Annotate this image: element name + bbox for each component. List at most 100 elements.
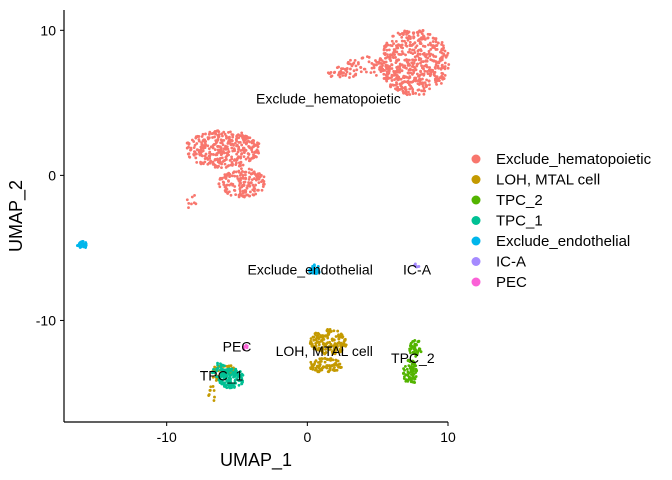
data-point xyxy=(400,35,404,39)
data-point xyxy=(333,70,337,74)
data-point xyxy=(233,381,237,385)
data-point xyxy=(388,54,392,58)
data-point xyxy=(355,68,359,72)
data-point xyxy=(423,89,427,93)
data-point xyxy=(331,358,335,362)
data-point xyxy=(228,183,231,187)
data-point xyxy=(434,66,437,70)
data-point xyxy=(349,67,352,71)
data-point xyxy=(406,38,410,42)
data-point xyxy=(344,73,348,76)
data-point xyxy=(334,335,338,338)
data-point xyxy=(220,150,224,154)
data-point xyxy=(194,135,198,139)
data-point xyxy=(208,151,211,155)
data-point xyxy=(242,155,246,159)
data-point xyxy=(232,170,236,174)
data-point xyxy=(321,365,325,369)
data-point xyxy=(341,74,345,77)
data-point xyxy=(443,61,447,65)
data-point xyxy=(321,347,325,351)
data-point xyxy=(382,72,386,76)
data-point xyxy=(326,71,330,75)
data-point xyxy=(387,71,391,75)
legend-key xyxy=(471,154,481,164)
cluster-label: Exclude_endothelial xyxy=(247,262,372,278)
data-point xyxy=(248,190,252,194)
data-point xyxy=(390,39,394,43)
data-point xyxy=(202,162,205,166)
data-point xyxy=(204,140,208,143)
data-point xyxy=(216,138,220,142)
data-point xyxy=(225,190,229,194)
data-point xyxy=(220,132,224,136)
data-point xyxy=(220,177,224,181)
data-point xyxy=(227,372,230,376)
data-point xyxy=(339,365,343,369)
data-point xyxy=(359,65,362,69)
data-point xyxy=(411,48,414,52)
data-point xyxy=(349,58,352,62)
data-point xyxy=(410,61,414,65)
data-point xyxy=(335,359,339,363)
cluster-label: IC-A xyxy=(403,262,432,278)
data-point xyxy=(218,381,222,385)
data-point xyxy=(325,366,329,370)
data-point xyxy=(193,150,197,154)
data-point xyxy=(380,59,384,62)
data-point xyxy=(415,72,419,76)
data-point xyxy=(402,91,406,95)
data-point xyxy=(428,87,431,91)
data-point xyxy=(254,150,257,154)
data-point xyxy=(434,40,438,44)
data-point xyxy=(332,329,336,333)
data-point xyxy=(314,338,318,342)
data-point xyxy=(386,55,390,59)
data-point xyxy=(240,382,244,386)
data-point xyxy=(192,146,196,150)
data-point xyxy=(189,148,192,152)
data-point xyxy=(404,75,407,79)
data-point xyxy=(385,48,389,52)
data-point xyxy=(386,53,389,57)
data-point xyxy=(434,80,438,84)
data-point xyxy=(400,63,404,67)
data-point xyxy=(217,130,221,134)
data-point xyxy=(425,84,429,87)
data-point xyxy=(185,198,189,202)
data-point xyxy=(417,56,421,60)
data-point xyxy=(233,378,237,382)
legend-key xyxy=(471,236,481,246)
data-point xyxy=(395,50,399,54)
data-point xyxy=(413,263,417,267)
data-point xyxy=(226,381,230,385)
data-point xyxy=(202,138,206,142)
data-point xyxy=(232,143,235,147)
data-point xyxy=(324,334,328,337)
data-point xyxy=(226,164,230,168)
data-point xyxy=(224,375,228,379)
data-point xyxy=(383,52,387,55)
data-point xyxy=(227,179,230,183)
data-point xyxy=(241,195,245,198)
data-point xyxy=(396,68,399,72)
data-point xyxy=(422,51,426,55)
data-point xyxy=(398,64,402,68)
data-point xyxy=(332,349,336,352)
data-point xyxy=(408,349,412,353)
data-point xyxy=(419,30,423,34)
data-point xyxy=(233,374,236,378)
data-point xyxy=(427,49,431,53)
data-point xyxy=(360,56,364,60)
x-tick-label: 10 xyxy=(440,429,456,445)
data-point xyxy=(208,154,212,158)
data-point xyxy=(412,35,416,39)
data-point xyxy=(321,342,325,346)
data-point xyxy=(318,336,322,339)
data-point xyxy=(209,159,213,163)
data-point xyxy=(220,363,223,367)
data-point xyxy=(439,56,443,60)
data-point xyxy=(237,184,241,187)
data-point xyxy=(392,50,396,54)
